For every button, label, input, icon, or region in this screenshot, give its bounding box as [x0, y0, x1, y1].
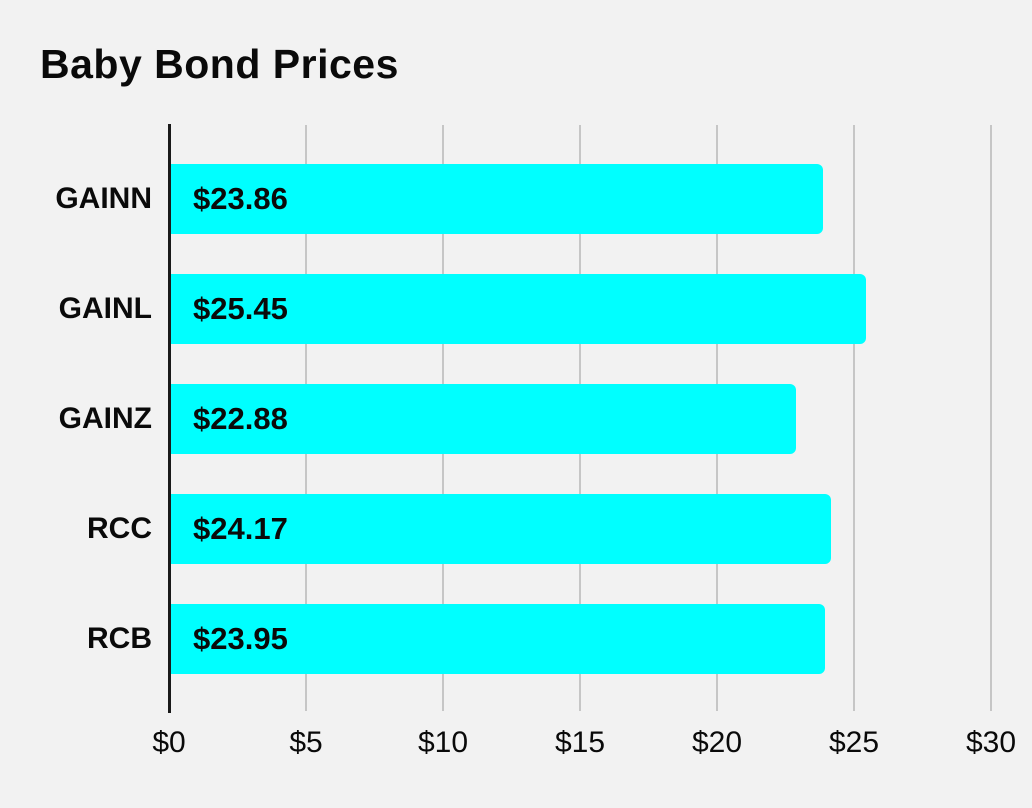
- x-tick-label: $15: [554, 726, 606, 759]
- category-label: RCB: [87, 622, 152, 655]
- gridline: [853, 125, 855, 711]
- bar-value-label: $25.45: [193, 291, 288, 326]
- bar-value-label: $23.86: [193, 181, 288, 216]
- bar: $25.45: [171, 274, 867, 344]
- category-label: RCC: [87, 512, 152, 545]
- x-tick-label: $30: [965, 726, 1017, 759]
- x-tick-label: $0: [152, 726, 186, 759]
- chart-title: Baby Bond Prices: [40, 41, 399, 87]
- category-label: GAINZ: [58, 402, 152, 435]
- x-tick-label: $25: [828, 726, 880, 759]
- gridline: [990, 125, 992, 711]
- category-label: GAINL: [58, 292, 152, 325]
- bar: $23.95: [171, 604, 826, 674]
- bar-value-label: $23.95: [193, 621, 288, 656]
- y-axis-line: [168, 124, 171, 713]
- bar-value-label: $24.17: [193, 511, 288, 546]
- bar: $24.17: [171, 494, 832, 564]
- x-tick-label: $5: [289, 726, 323, 759]
- category-label: GAINN: [55, 182, 152, 215]
- x-tick-label: $20: [691, 726, 743, 759]
- bar: $23.86: [171, 164, 823, 234]
- bar-value-label: $22.88: [193, 401, 288, 436]
- bar: $22.88: [171, 384, 796, 454]
- x-tick-label: $10: [417, 726, 469, 759]
